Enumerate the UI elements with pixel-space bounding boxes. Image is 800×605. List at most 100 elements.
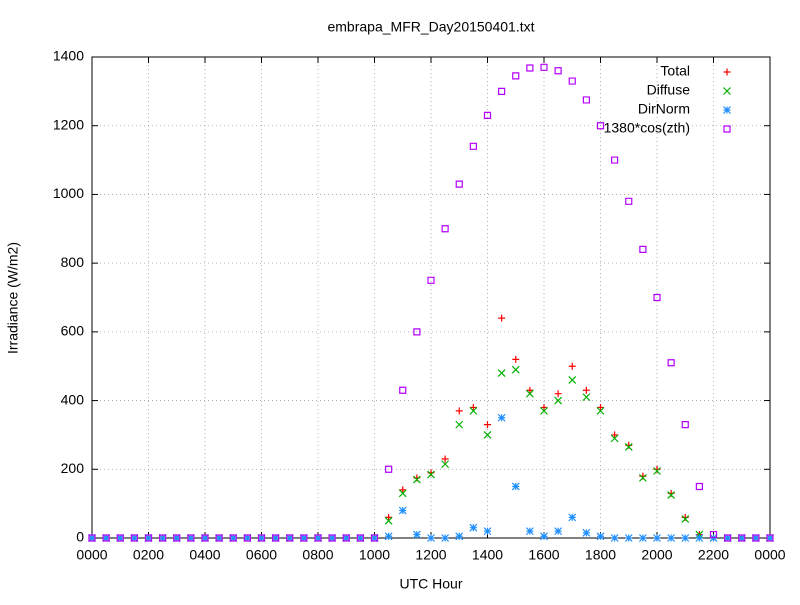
data-point [356,534,364,542]
data-point [257,534,266,542]
data-point [158,534,167,542]
data-point [342,534,350,542]
data-point [257,534,266,542]
data-point [412,530,421,539]
data-point [88,534,96,542]
data-point [427,276,435,284]
data-point [130,534,139,542]
x-tick-label: 0800 [302,547,333,563]
data-point [441,460,450,469]
data-point [102,534,111,542]
data-point [582,393,591,402]
chart-title: embrapa_MFR_Day20150401.txt [327,19,534,35]
y-tick-label: 1000 [53,185,84,201]
data-point [299,534,308,542]
data-point [469,403,477,411]
data-point [582,386,590,394]
data-point [385,465,393,473]
data-point [399,386,407,394]
data-point [399,486,407,494]
data-point [455,420,464,429]
data-point [370,534,379,542]
data-point [243,534,252,542]
data-point [625,197,633,205]
data-point [596,532,605,541]
data-point [653,534,661,542]
data-point [144,534,153,542]
data-point [271,534,280,542]
data-point [653,467,661,475]
data-point [88,534,96,542]
data-point [285,534,294,542]
data-point [724,534,732,542]
data-point [102,534,110,542]
data-point [484,421,491,429]
data-point [638,473,647,482]
data-point [526,386,534,394]
data-point [752,534,760,542]
legend-label: Total [660,63,690,79]
data-point [610,534,619,542]
data-point [554,527,563,536]
y-tick-label: 800 [61,254,85,270]
y-tick-label: 1200 [53,116,84,132]
data-point [568,77,576,85]
data-point [412,475,421,484]
data-point [116,534,125,542]
data-point [498,314,506,322]
data-point [314,534,322,542]
data-point [272,534,280,542]
data-point [455,407,463,415]
data-point [695,534,704,542]
data-point [356,534,365,542]
x-tick-label: 2200 [698,547,729,563]
data-point [525,389,534,398]
y-tick-label: 400 [61,391,85,407]
data-point [384,532,393,541]
data-point [441,534,450,542]
data-point [215,534,224,542]
data-point [639,245,647,253]
data-point [738,534,746,542]
data-point [653,293,661,302]
legend-marker [723,125,731,133]
data-point [314,534,322,542]
x-tick-label: 1200 [415,547,446,563]
data-point [370,534,379,542]
x-tick-label: 0000 [76,547,107,563]
data-point [667,359,675,367]
data-point [328,534,337,542]
data-point [766,534,774,542]
data-point [766,534,774,542]
data-point [610,434,619,443]
x-tick-label: 0600 [246,547,277,563]
data-point [624,534,633,542]
data-point [342,534,351,542]
legend-marker [723,106,731,114]
data-point [611,156,619,164]
x-tick-label: 1600 [528,547,559,563]
data-point [469,406,478,415]
data-point [130,534,138,542]
data-point [597,403,604,411]
data-point [568,362,576,370]
data-point [469,142,477,150]
x-tick-label: 1400 [472,547,503,563]
data-point [398,506,407,515]
data-point [469,523,478,532]
data-point [568,376,577,384]
data-point [229,534,238,542]
data-point [497,369,506,378]
data-point [498,87,506,95]
data-point [681,515,690,524]
legend-label: DirNorm [638,101,690,117]
data-point [667,534,676,542]
data-point [441,225,449,233]
data-point [596,122,605,130]
data-point [554,396,563,405]
data-point [540,63,548,71]
data-point [300,534,308,542]
data-point [116,534,124,542]
y-tick-label: 0 [76,529,84,545]
